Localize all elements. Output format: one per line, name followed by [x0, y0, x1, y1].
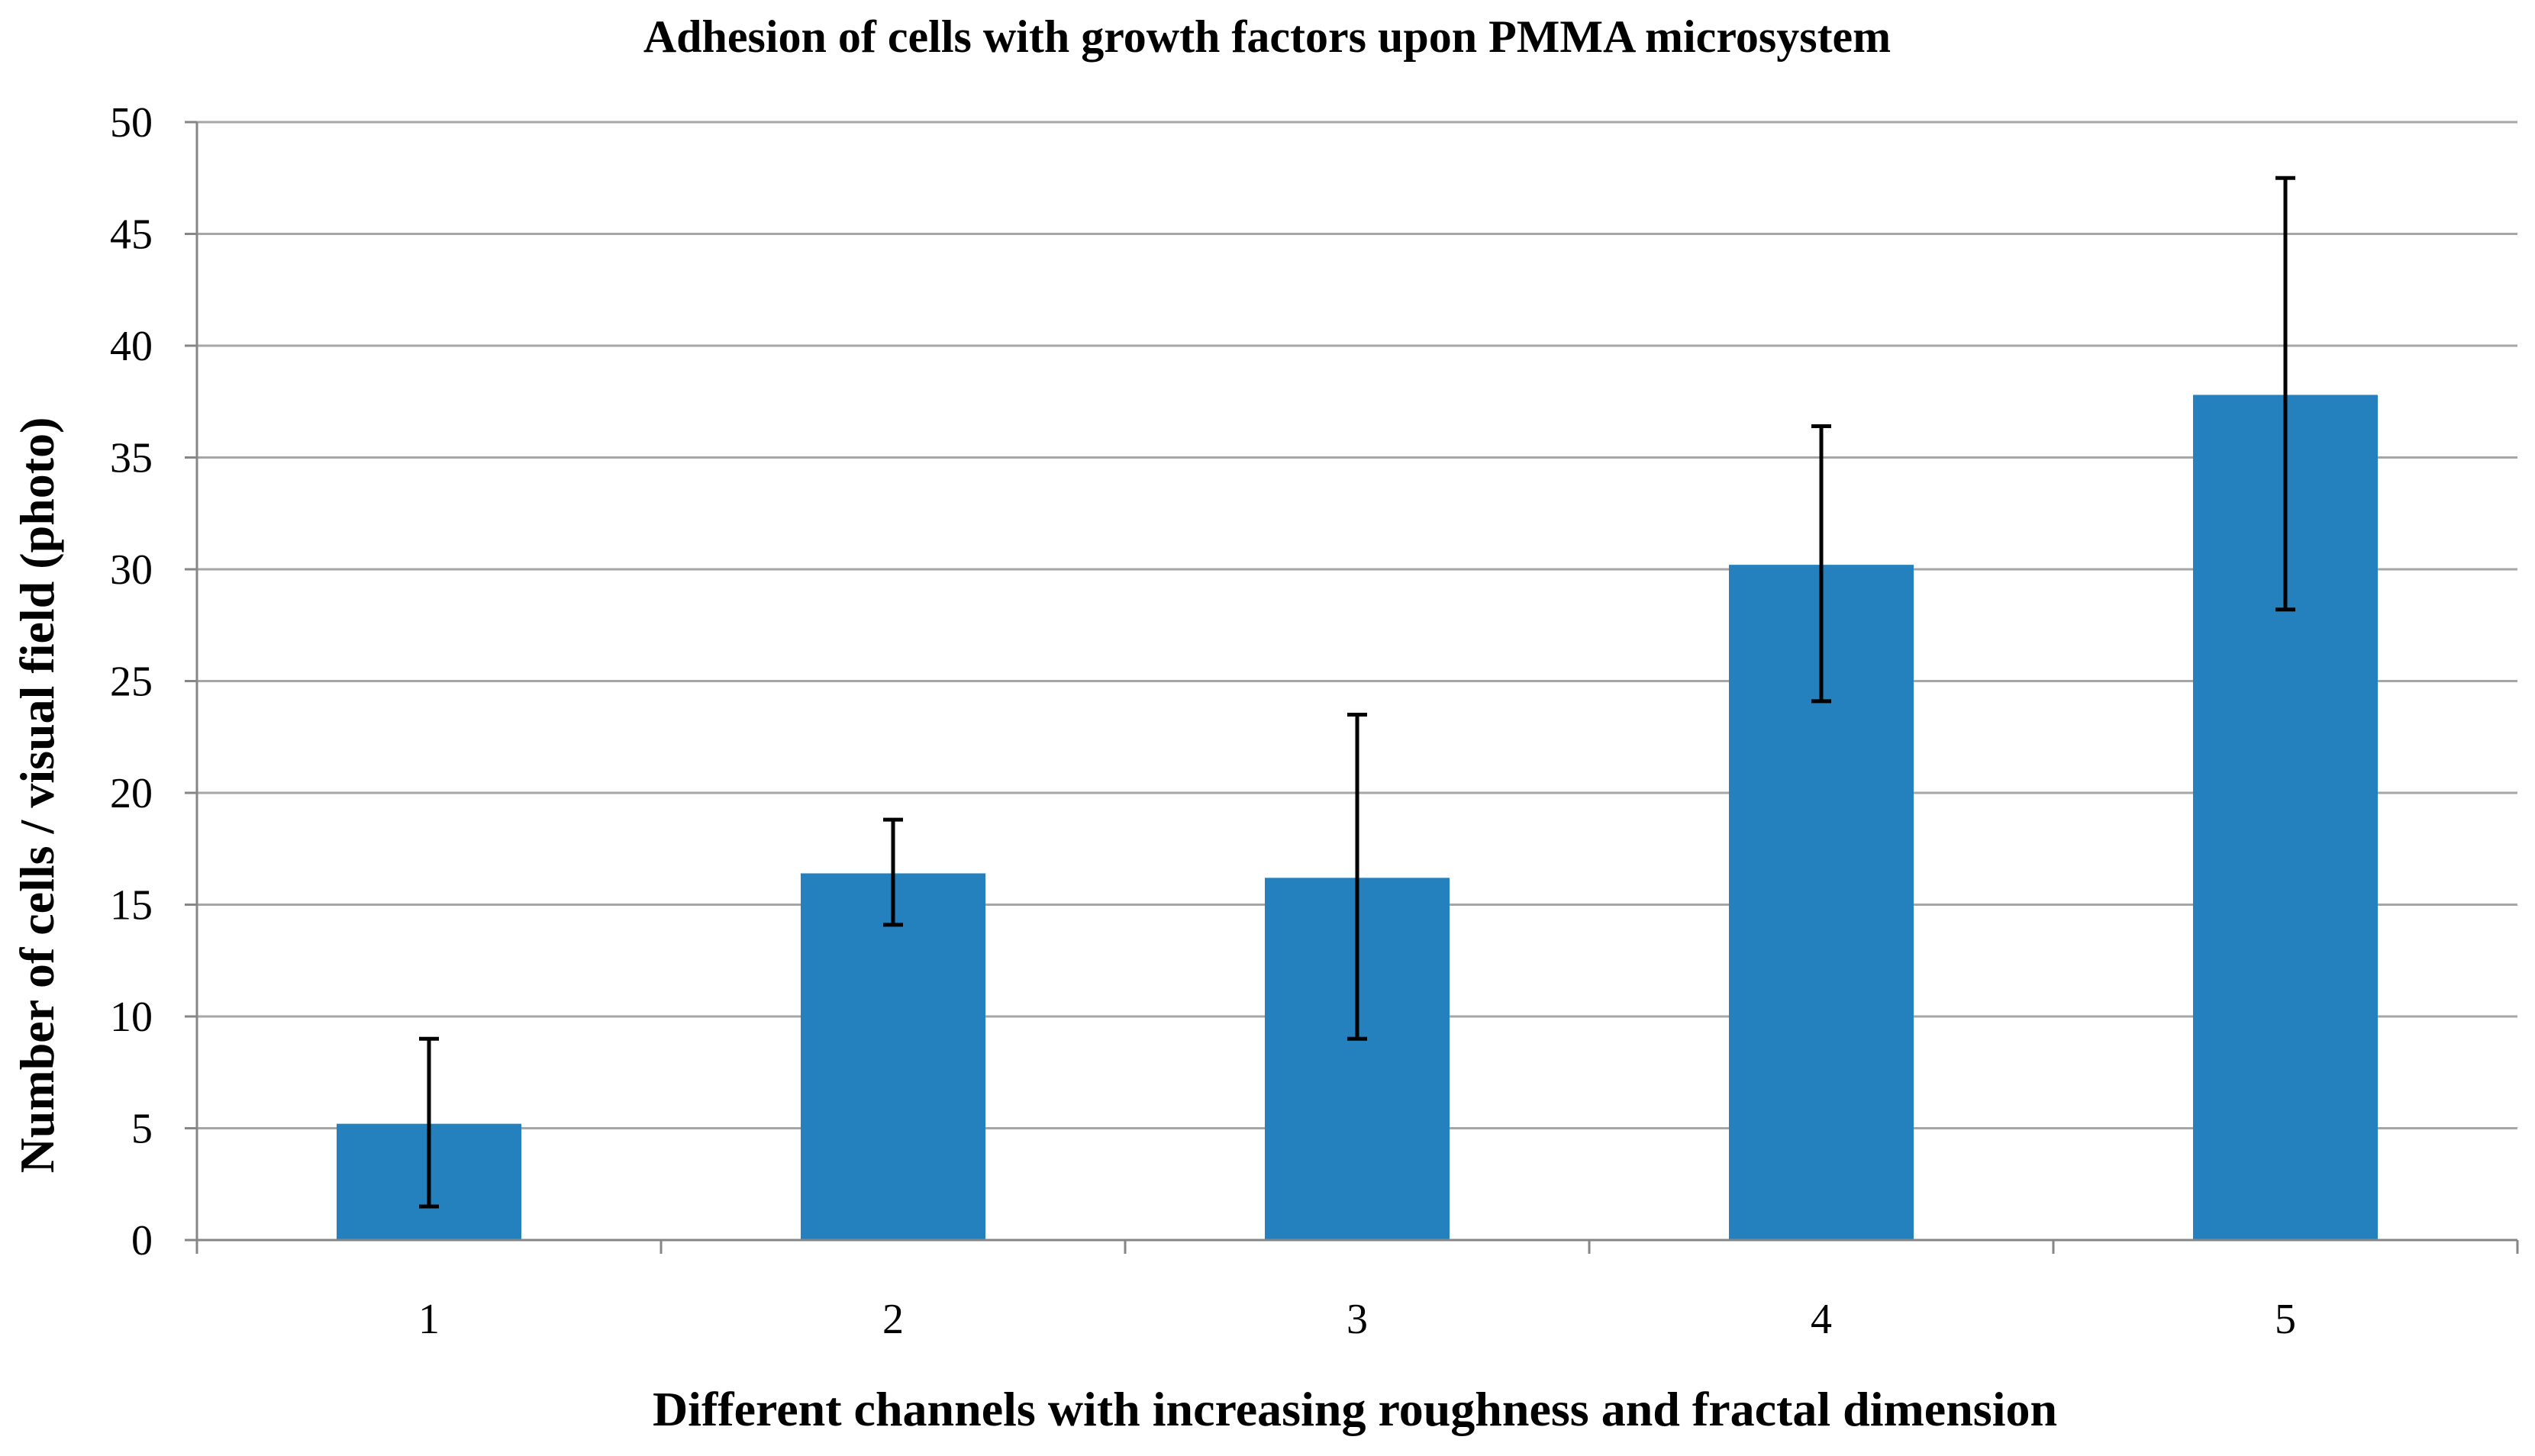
error-bar	[1347, 712, 1367, 1041]
chart-title: Adhesion of cells with growth factors up…	[643, 11, 1891, 62]
y-tick-label: 45	[110, 211, 153, 259]
y-tick-label: 25	[110, 659, 153, 706]
y-tick-label: 0	[131, 1217, 153, 1264]
y-tick-label: 40	[110, 323, 153, 370]
error-bar	[1811, 424, 1831, 704]
error-bars	[419, 176, 2295, 1209]
x-axis-title: Different channels with increasing rough…	[653, 1382, 2057, 1436]
x-tick-label: 2	[882, 1296, 904, 1343]
error-bar	[883, 817, 903, 927]
bar	[801, 873, 985, 1240]
gridlines	[197, 121, 2517, 1129]
y-tick-label: 15	[110, 882, 153, 929]
y-tick-label: 10	[110, 994, 153, 1041]
y-tick-label: 5	[131, 1106, 153, 1153]
x-tick-labels: 1 2 3 4 5	[418, 1296, 2296, 1343]
error-bar	[2275, 176, 2295, 612]
x-tick-label: 1	[418, 1296, 440, 1343]
y-axis-title: Number of cells / visual field (photo)	[10, 417, 64, 1174]
y-tick-label: 30	[110, 546, 153, 594]
y-tick-label: 50	[110, 99, 153, 147]
x-tick-label: 3	[1347, 1296, 1368, 1343]
axes	[185, 121, 2519, 1254]
y-tick-label: 20	[110, 770, 153, 817]
x-tick-label: 5	[2275, 1296, 2296, 1343]
y-tick-labels: 0 5 10 15 20 25 30 35 40 45 50	[110, 99, 153, 1264]
x-tick-label: 4	[1811, 1296, 1832, 1343]
error-bar	[419, 1036, 439, 1209]
y-tick-label: 35	[110, 435, 153, 482]
